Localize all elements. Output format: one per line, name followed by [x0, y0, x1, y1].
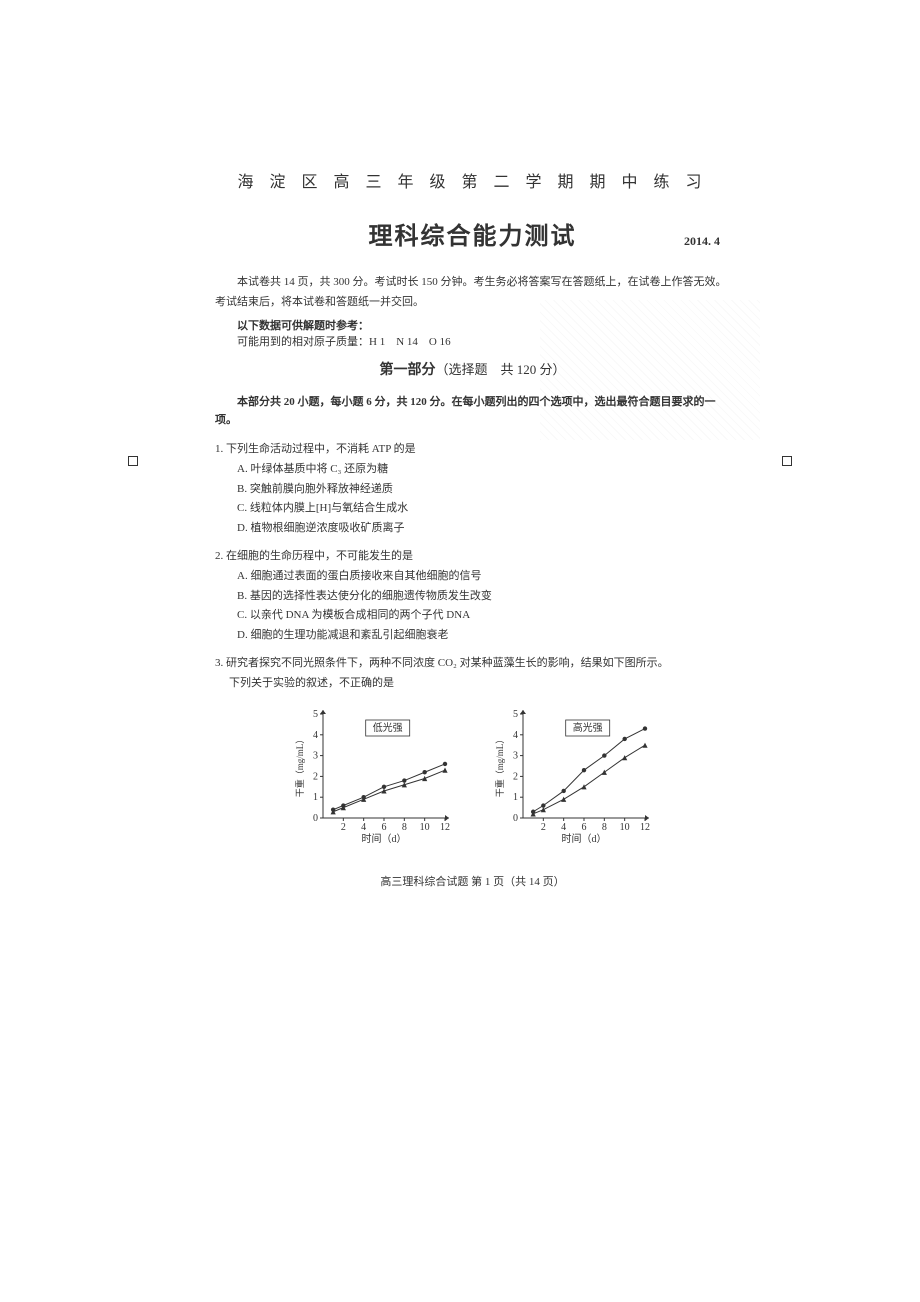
reference-data: 可能用到的相对原子质量：H 1 N 14 O 16 [215, 333, 730, 349]
page-footer: 高三理科综合试题 第 1 页（共 14 页） [215, 873, 730, 889]
q3-subtext: 下列关于实验的叙述，不正确的是 [229, 674, 730, 694]
pre-title: 海 淀 区 高 三 年 级 第 二 学 期 期 中 练 习 [215, 168, 730, 192]
svg-text:高光强: 高光强 [572, 721, 602, 734]
svg-text:2: 2 [313, 771, 318, 782]
svg-text:4: 4 [313, 729, 318, 740]
svg-text:12: 12 [640, 822, 650, 833]
section-intro: 本部分共 20 小题，每小题 6 分，共 120 分。在每小题列出的四个选项中，… [215, 393, 730, 430]
svg-text:12: 12 [440, 822, 450, 833]
svg-text:5: 5 [513, 709, 518, 720]
question-1: 1. 下列生命活动过程中，不消耗 ATP 的是 A. 叶绿体基质中将 C₃ 还原… [215, 440, 730, 539]
svg-text:时间（d）: 时间（d） [361, 832, 406, 845]
svg-text:干重（mg/mL）: 干重（mg/mL） [494, 734, 505, 797]
svg-text:4: 4 [561, 822, 566, 833]
main-title: 理科综合能力测试 [369, 216, 577, 251]
q2-stem: 2. 在细胞的生命历程中，不可能发生的是 [215, 547, 730, 567]
q2-option-b: B. 基因的选择性表达使分化的细胞遗传物质发生改变 [237, 587, 730, 607]
reference-label: 以下数据可供解题时参考： [215, 317, 730, 333]
question-2: 2. 在细胞的生命历程中，不可能发生的是 A. 细胞通过表面的蛋白质接收来自其他… [215, 547, 730, 646]
svg-text:4: 4 [513, 729, 518, 740]
q1-option-b: B. 突触前膜向胞外释放神经递质 [237, 480, 730, 500]
q3-stem: 3. 研究者探究不同光照条件下，两种不同浓度 CO₂ 对某种蓝藻生长的影响，结果… [215, 654, 730, 674]
q2-option-a: A. 细胞通过表面的蛋白质接收来自其他细胞的信号 [237, 567, 730, 587]
svg-text:3: 3 [313, 750, 318, 761]
svg-text:干重（mg/mL）: 干重（mg/mL） [294, 734, 305, 797]
title-row: 理科综合能力测试 2014. 4 [215, 216, 730, 251]
intro-paragraph: 本试卷共 14 页，共 300 分。考试时长 150 分钟。考生务必将答案写在答… [215, 273, 730, 313]
svg-text:8: 8 [601, 822, 606, 833]
section-title-bold: 第一部分 [379, 363, 435, 378]
q2-option-d: D. 细胞的生理功能减退和紊乱引起细胞衰老 [237, 626, 730, 646]
svg-text:4: 4 [361, 822, 366, 833]
chart-right-svg: 01234524681012干重（mg/mL）时间（d）高光强 [493, 706, 653, 846]
svg-text:6: 6 [581, 822, 586, 833]
charts-row: 01234524681012干重（mg/mL）时间（d）低光强 01234524… [215, 706, 730, 851]
q1-option-d: D. 植物根细胞逆浓度吸收矿质离子 [237, 519, 730, 539]
svg-text:1: 1 [313, 792, 318, 803]
svg-text:2: 2 [340, 822, 345, 833]
q1-stem: 1. 下列生命活动过程中，不消耗 ATP 的是 [215, 440, 730, 460]
svg-text:8: 8 [401, 822, 406, 833]
date-label: 2014. 4 [684, 234, 720, 249]
svg-text:低光强: 低光强 [372, 721, 402, 734]
question-3: 3. 研究者探究不同光照条件下，两种不同浓度 CO₂ 对某种蓝藻生长的影响，结果… [215, 654, 730, 694]
svg-text:2: 2 [513, 771, 518, 782]
svg-text:2: 2 [540, 822, 545, 833]
chart-left-svg: 01234524681012干重（mg/mL）时间（d）低光强 [293, 706, 453, 846]
svg-text:0: 0 [313, 813, 318, 824]
page: 海 淀 区 高 三 年 级 第 二 学 期 期 中 练 习 理科综合能力测试 2… [0, 0, 920, 929]
section-title: 第一部分（选择题 共 120 分） [215, 359, 730, 379]
svg-text:10: 10 [419, 822, 429, 833]
svg-text:时间（d）: 时间（d） [561, 832, 606, 845]
chart-high-light: 01234524681012干重（mg/mL）时间（d）高光强 [493, 706, 653, 851]
svg-text:10: 10 [619, 822, 629, 833]
chart-low-light: 01234524681012干重（mg/mL）时间（d）低光强 [293, 706, 453, 851]
svg-text:0: 0 [513, 813, 518, 824]
q2-option-c: C. 以亲代 DNA 为模板合成相同的两个子代 DNA [237, 606, 730, 626]
svg-text:6: 6 [381, 822, 386, 833]
svg-text:1: 1 [513, 792, 518, 803]
q1-option-a: A. 叶绿体基质中将 C₃ 还原为糖 [237, 460, 730, 480]
q1-option-c: C. 线粒体内膜上[H]与氧结合生成水 [237, 499, 730, 519]
section-title-rest: （选择题 共 120 分） [435, 362, 565, 377]
svg-text:5: 5 [313, 709, 318, 720]
svg-text:3: 3 [513, 750, 518, 761]
